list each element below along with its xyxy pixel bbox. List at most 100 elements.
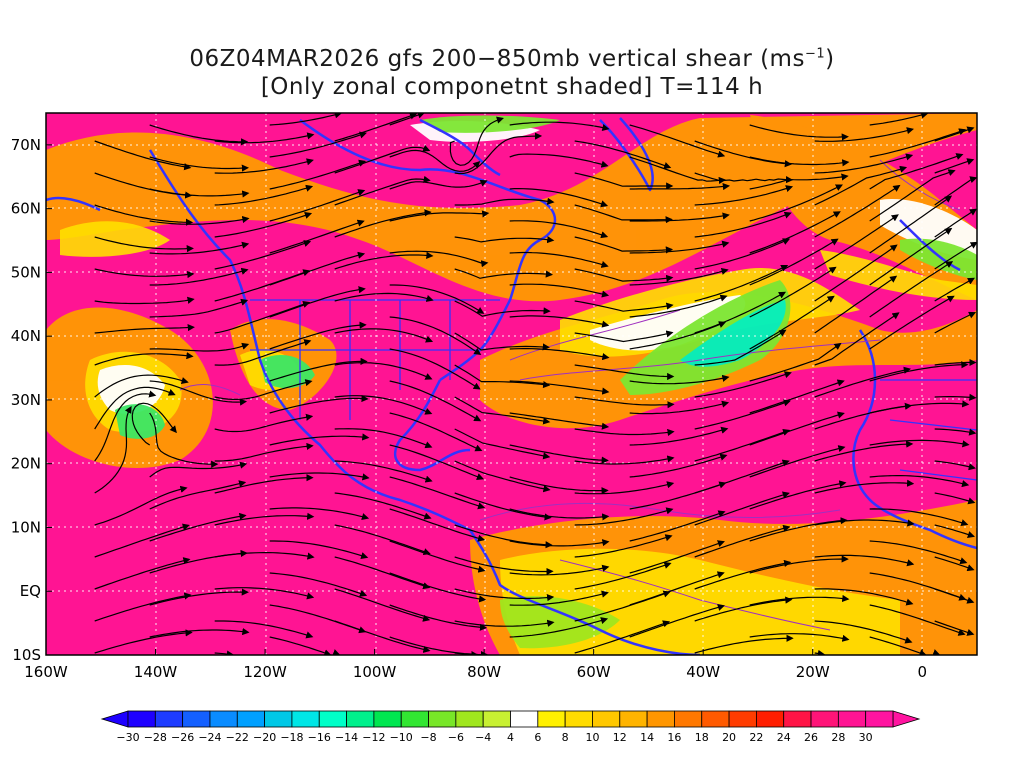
streamline	[629, 156, 727, 185]
streamline	[694, 491, 790, 526]
streamline	[94, 629, 193, 654]
streamline	[214, 474, 314, 494]
streamline	[269, 636, 332, 655]
political-borders	[250, 299, 977, 481]
streamline	[694, 238, 791, 270]
streamline	[334, 113, 418, 142]
streamline	[574, 590, 671, 622]
streamline	[509, 444, 609, 464]
streamline	[869, 153, 964, 190]
streamline	[149, 549, 248, 574]
map-title-line-2: [Only zonal componetnt shaded] T=114 h	[260, 74, 764, 100]
streamline	[814, 366, 912, 398]
streamline	[94, 390, 157, 462]
streamline	[269, 286, 366, 318]
streamline	[389, 316, 482, 356]
streamline	[934, 311, 977, 334]
streamline	[509, 476, 609, 495]
colorbar-swatch	[564, 710, 593, 728]
streamline	[694, 172, 794, 184]
streamline	[389, 380, 482, 422]
streamline	[269, 321, 367, 350]
streamline	[814, 127, 914, 142]
streamline	[509, 121, 610, 132]
colorbar-label: 16	[667, 731, 681, 744]
streamline	[574, 268, 674, 282]
colorbar-swatch	[592, 710, 621, 728]
streamline	[629, 374, 730, 385]
longitude-axis: 160W 140W 120W 100W 80W 60W 40W 20W 0	[24, 649, 927, 681]
streamline	[389, 348, 481, 390]
colorbar-label: 18	[695, 731, 709, 744]
streamline	[694, 329, 787, 366]
colorbar-swatch	[674, 710, 703, 728]
lat-tick-label: 20N	[11, 455, 41, 473]
streamline	[814, 244, 898, 302]
streamline	[214, 158, 314, 174]
colorbar-label: 20	[722, 731, 736, 744]
streamline	[214, 512, 315, 526]
streamline	[629, 182, 731, 191]
streamline	[869, 508, 969, 527]
streamline	[934, 126, 975, 142]
streamline	[94, 323, 195, 334]
streamline	[749, 156, 850, 167]
streamline	[749, 211, 841, 254]
streamline	[454, 236, 555, 244]
streamline	[629, 124, 726, 158]
streamline	[454, 588, 555, 602]
colorbar-swatch	[373, 710, 402, 728]
streamline	[389, 444, 485, 481]
streamline	[149, 215, 250, 225]
streamline	[389, 210, 490, 222]
streamline	[814, 479, 915, 494]
title-superscript: −1	[804, 46, 826, 62]
streamline	[934, 620, 975, 636]
streamline	[869, 113, 929, 126]
streamline	[869, 128, 967, 158]
streamline	[94, 236, 194, 253]
streamline	[814, 554, 915, 567]
streamline	[814, 184, 901, 238]
lat-tick-label: 70N	[11, 136, 41, 154]
colorbar-label: 8	[562, 731, 569, 744]
streamline	[869, 195, 953, 254]
streamline	[629, 510, 726, 542]
colorbar-label: 30	[859, 731, 873, 744]
colorbar-swatch	[537, 710, 566, 728]
streamline	[749, 480, 847, 510]
streamline	[454, 428, 551, 460]
streamline	[694, 211, 792, 238]
streamline	[269, 159, 367, 190]
colorbar-min-arrow	[100, 710, 129, 728]
streamline	[629, 294, 728, 318]
streamline	[149, 380, 248, 406]
streamline	[149, 241, 250, 255]
colorbar-swatch	[783, 710, 812, 728]
colorbar-label: −14	[335, 731, 358, 744]
streamline	[454, 364, 551, 389]
map-plot-area	[46, 113, 977, 655]
streamline	[814, 214, 899, 270]
streamline	[814, 153, 914, 174]
streamline	[814, 440, 914, 462]
lon-tick-label: 60W	[577, 663, 611, 681]
colorbar-swatch	[182, 710, 211, 728]
title-end-text: )	[825, 46, 835, 72]
colorbar-label: −20	[253, 731, 276, 744]
streamline	[269, 357, 368, 382]
colorbar-label: 12	[613, 731, 627, 744]
streamline	[454, 197, 555, 206]
streamline	[214, 211, 313, 238]
streamline	[454, 300, 551, 317]
streamline	[389, 149, 481, 172]
streamline	[869, 439, 970, 448]
lon-tick-label: 120W	[243, 663, 287, 681]
streamline	[334, 362, 433, 380]
streamline	[334, 620, 431, 653]
streamline	[334, 428, 433, 449]
latitude-axis: 70N 60N 50N 40N 30N 20N 10N EQ 10S	[11, 136, 52, 664]
lon-tick-label: 0	[917, 663, 927, 681]
streamline	[749, 379, 845, 414]
streamline	[574, 507, 674, 526]
